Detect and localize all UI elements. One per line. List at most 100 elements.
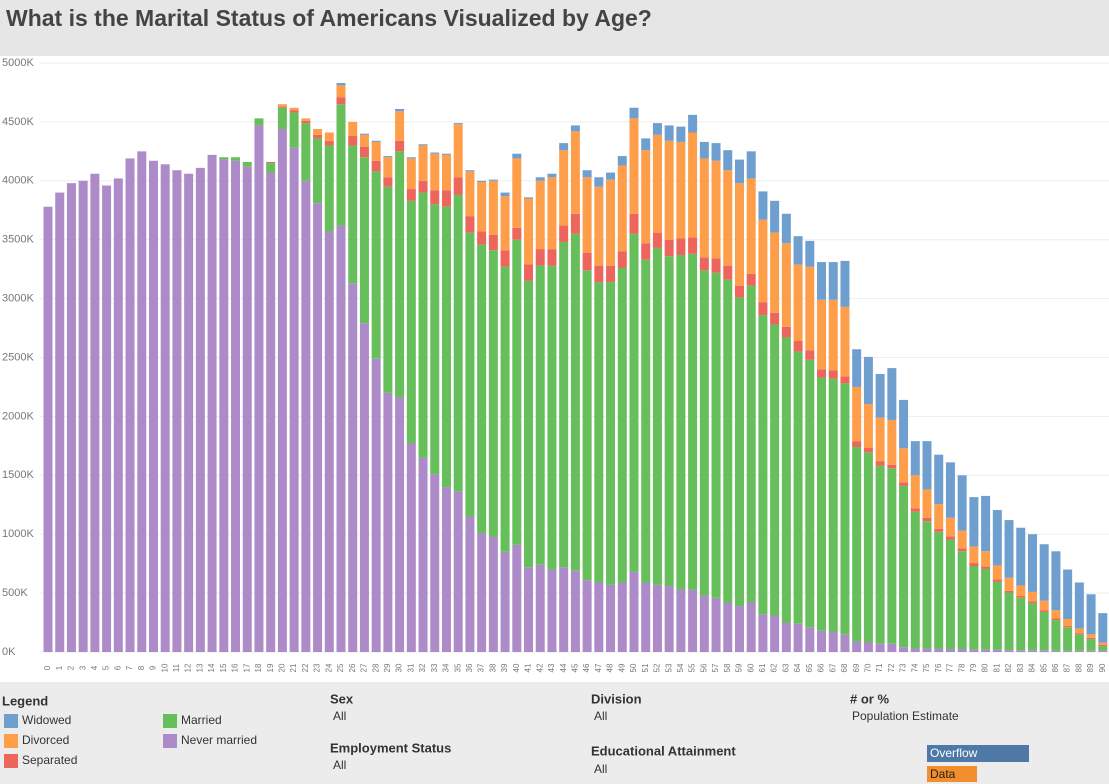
bar-segment [641,582,651,652]
x-tick-label: 23 [313,663,322,672]
bar-segment [219,159,229,652]
bar-segment [125,158,135,652]
bar-segment [1004,590,1014,593]
y-tick-label: 2000K [2,410,34,422]
bar-segment [383,186,393,393]
bar-segment [1063,569,1073,620]
bar-segment [1074,650,1084,652]
x-tick-label: 30 [395,663,404,672]
x-tick-label: 55 [688,663,697,672]
bar-segment [336,225,346,652]
bar-segment [172,170,182,652]
bar-segment [817,262,827,300]
bar-segment [606,584,616,652]
bar-segment [383,392,393,652]
x-tick-label: 75 [922,663,931,672]
bar-segment [1086,637,1096,640]
bar-segment [266,163,276,173]
bar-segment [922,517,932,522]
bar-segment [359,133,369,135]
bar-segment [805,627,815,652]
x-tick-label: 72 [887,663,896,672]
bar-segment [734,297,744,607]
bar-segment [160,164,170,653]
y-tick-label: 1000K [2,528,34,540]
x-tick-label: 28 [371,663,380,672]
chart-title: What is the Marital Status of Americans … [6,5,652,31]
bar-segment [430,153,440,191]
bar-segment [1027,534,1037,592]
legend-label: Separated [22,753,77,767]
filter-value[interactable]: All [594,709,607,723]
bar-segment [371,140,381,142]
bar-segment [899,485,909,648]
x-tick-label: 12 [184,663,193,672]
x-tick-label: 78 [957,663,966,672]
x-tick-label: 85 [1039,663,1048,672]
bar-segment [899,448,909,483]
title-bar [0,0,1109,56]
bar-segment [828,262,838,300]
bar-segment [688,132,698,238]
filter-value[interactable]: All [333,758,346,772]
x-tick-label: 31 [406,663,415,672]
filter-label: # or % [850,691,889,706]
bar-segment [418,144,428,146]
bar-segment [547,265,557,570]
bar-segment [606,179,616,266]
bar-segment [817,630,827,652]
bar-segment [863,404,873,448]
bar-segment [1098,646,1108,651]
filter-value[interactable]: Population Estimate [852,709,959,723]
bar-segment [676,255,686,590]
bar-segment [981,649,991,652]
y-tick-label: 4000K [2,175,34,187]
x-tick-label: 26 [348,663,357,672]
bar-segment [184,173,194,652]
bar-segment [758,614,768,652]
bar-segment [395,151,405,398]
bar-segment [113,178,123,652]
bar-segment [922,489,932,518]
bar-segment [66,183,76,652]
filter-label: Division [591,691,642,706]
bar-segment [969,566,979,650]
bar-segment [676,126,686,142]
bar-segment [969,563,979,567]
bar-segment [793,623,803,652]
x-tick-label: 82 [1004,663,1013,672]
bar-segment [535,180,545,250]
bar-segment [981,551,991,567]
x-tick-label: 34 [442,663,451,672]
bar-segment [348,145,358,284]
bar-segment [957,475,967,531]
plot: 0K 500K 1000K 1500K 2000K 2500K 3000K 3500K 4000… [2,57,1109,672]
bar-segment [441,206,451,488]
bar-segment [852,641,862,652]
bar-segment [488,179,498,181]
bar-segment [699,158,709,258]
filter-value[interactable]: All [333,709,346,723]
bar-segment [910,511,920,649]
x-tick-label: 51 [641,663,650,672]
bar-segment [746,178,756,274]
x-tick-label: 46 [582,663,591,672]
bar-segment [430,474,440,652]
bar-segment [652,247,662,585]
x-tick-label: 35 [453,663,462,672]
filter-value[interactable]: All [594,762,607,776]
bar-segment [1051,610,1061,619]
bar-segment [465,171,475,217]
bar-segment [1004,577,1014,591]
bar-segment [277,107,287,129]
y-tick-label: 0K [2,646,16,658]
x-tick-label: 52 [653,663,662,672]
x-tick-label: 13 [195,663,204,672]
bar-segment [359,157,369,324]
bar-segment [992,565,1002,580]
bar-segment [887,643,897,652]
legend-label: Widowed [22,713,71,727]
bar-segment [981,566,991,569]
bar-segment [547,173,557,178]
bar-segment [887,464,897,469]
